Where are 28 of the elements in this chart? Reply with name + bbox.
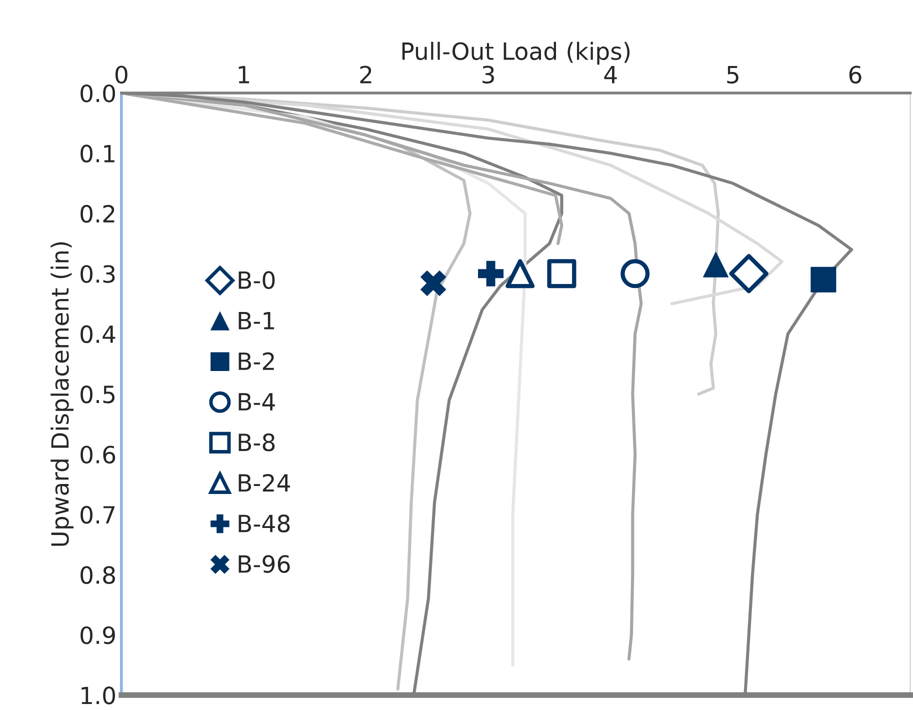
- y-tick-label: 0.2: [80, 204, 114, 223]
- x-tick-label: 0: [115, 66, 128, 84]
- x-tick-label: 2: [360, 66, 372, 84]
- x-tick-label: 5: [727, 66, 738, 84]
- legend-label: B-0: [238, 271, 275, 290]
- y-tick-label: 0.7: [80, 506, 115, 524]
- legend-label: B-4: [238, 393, 275, 410]
- x-tick-label: 6: [849, 66, 862, 84]
- y-tick-label: 0.5: [80, 385, 115, 404]
- legend-label: B-1: [238, 312, 274, 330]
- x-axis-title: Pull-Out Load (kips): [402, 42, 630, 65]
- y-tick-label: 0.1: [80, 144, 114, 163]
- legend-label: B-24: [238, 474, 290, 492]
- x-tick-label: 4: [604, 66, 617, 84]
- legend-label: B-96: [238, 555, 290, 573]
- y-tick-label: 0.0: [80, 84, 115, 102]
- legend-label: B-8: [238, 433, 275, 452]
- x-tick-label: 3: [482, 66, 494, 84]
- y-tick-label: 1.0: [82, 686, 115, 704]
- y-tick-label: 0.8: [80, 566, 115, 584]
- y-tick-label: 0.9: [80, 626, 115, 644]
- x-tick-label: 1: [238, 66, 250, 84]
- legend-label: B-48: [238, 514, 290, 532]
- y-tick-label: 0.4: [80, 325, 116, 344]
- y-axis-title: Upward Displacement (in): [50, 242, 74, 546]
- legend-label: B-2: [238, 352, 274, 370]
- y-tick-label: 0.3: [80, 265, 115, 283]
- y-tick-label: 0.6: [80, 446, 116, 464]
